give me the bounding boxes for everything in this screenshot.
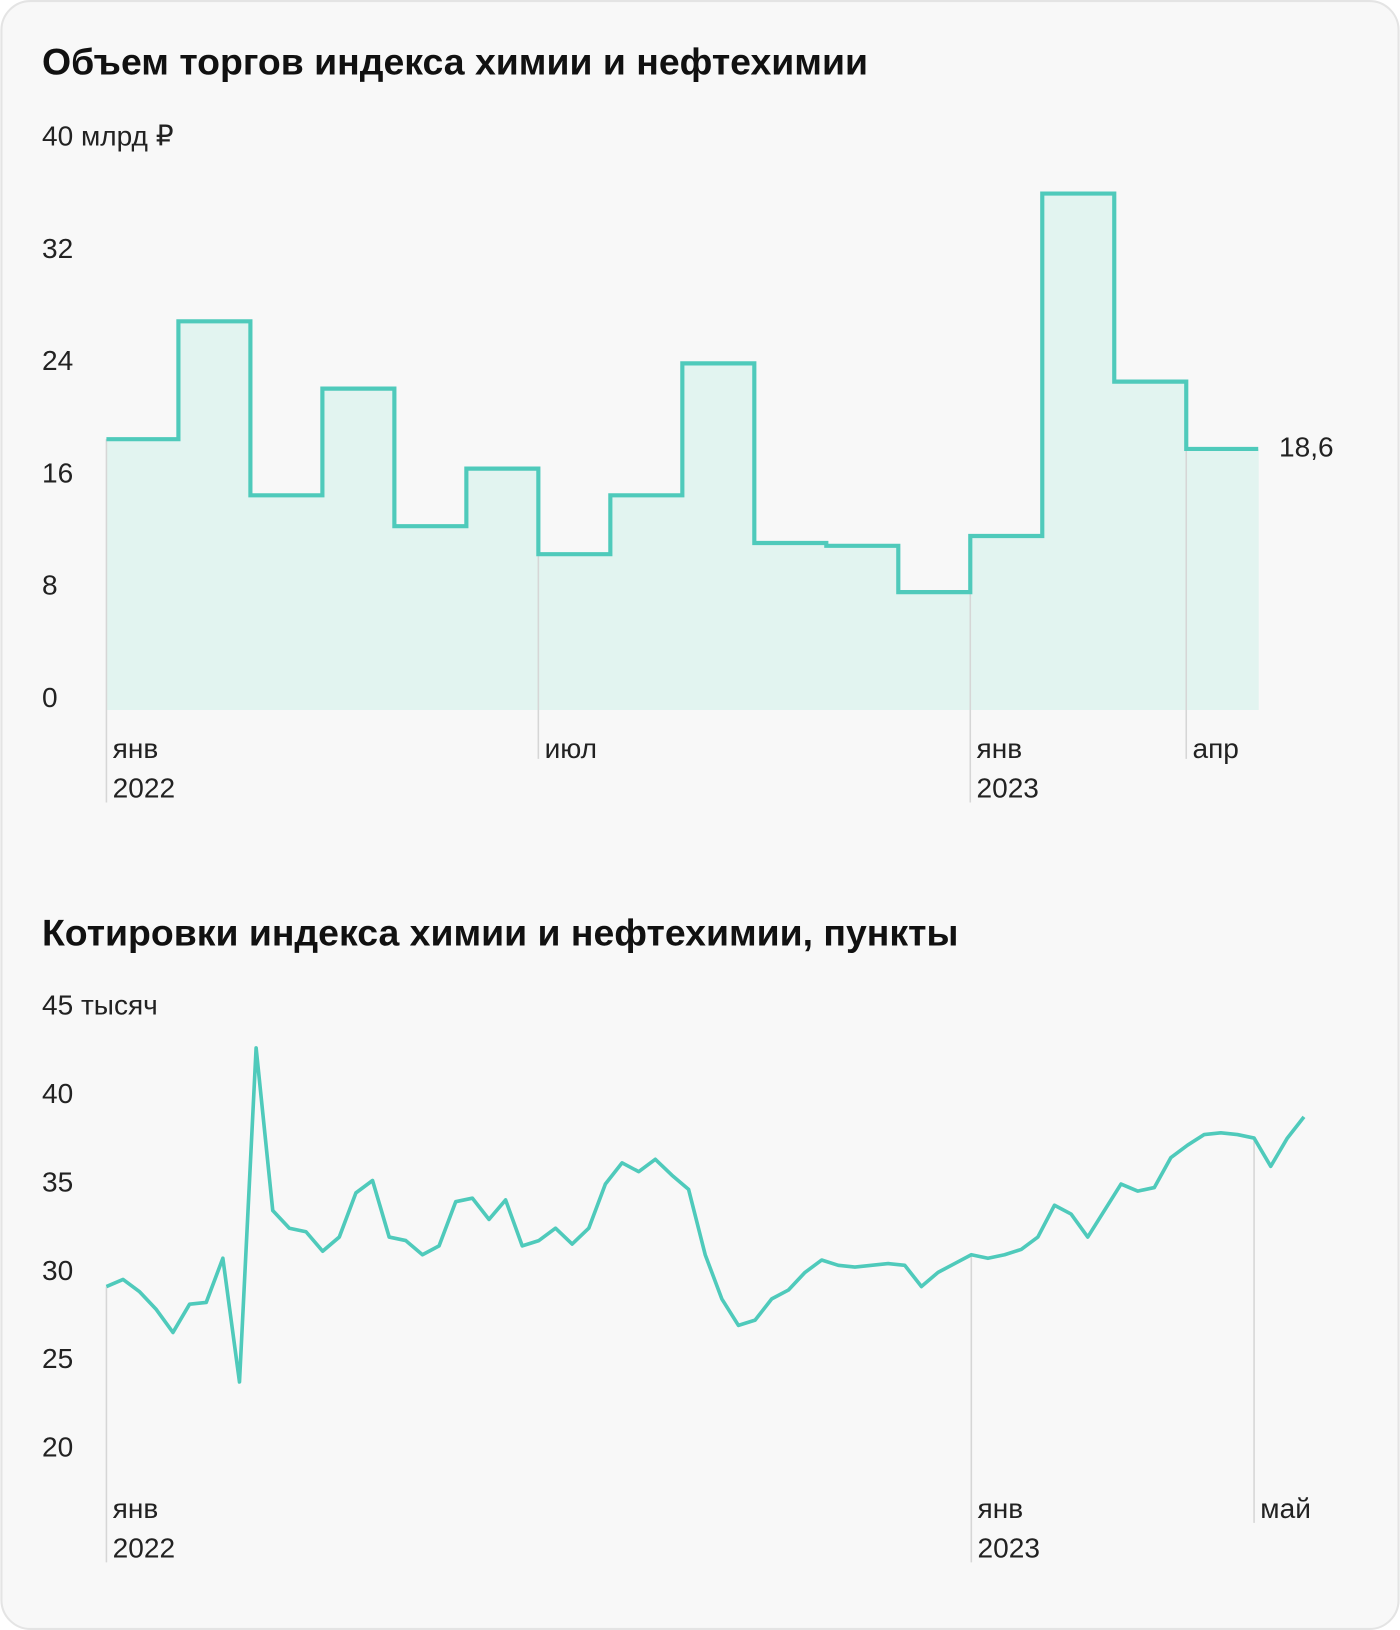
y-tick-label: 16 — [42, 457, 73, 488]
price-line — [105, 1046, 1306, 1384]
x-year-label: 2022 — [113, 772, 175, 803]
area-segment — [1114, 381, 1187, 711]
y-tick-label: 32 — [42, 233, 73, 264]
y-tick-label: 24 — [42, 345, 73, 376]
x-tick-label: янв — [113, 733, 159, 764]
area-segment — [1186, 448, 1259, 711]
area-segment — [178, 321, 251, 711]
area-segment — [394, 526, 467, 711]
y-tick-label: 8 — [42, 570, 58, 601]
y-tick-label: 35 — [42, 1166, 73, 1197]
area-segment — [970, 535, 1043, 711]
y-tick-label: 0 — [42, 682, 58, 713]
area-segment — [250, 495, 323, 711]
area-segment — [682, 363, 755, 711]
x-tick-label: июл — [545, 733, 597, 764]
x-tick-label: янв — [977, 733, 1023, 764]
y-tick-label: 40 — [42, 1078, 73, 1109]
chart-title: Объем торгов индекса химии и нефтехимии — [42, 40, 868, 82]
area-segment — [106, 439, 179, 711]
area-segment — [538, 554, 611, 711]
x-tick-label: янв — [978, 1493, 1024, 1524]
area-segment — [754, 543, 827, 711]
area-segment — [610, 495, 683, 711]
area-segment — [466, 468, 539, 711]
value-label: 18,6 — [1279, 431, 1334, 462]
area-segment — [826, 545, 899, 711]
x-year-label: 2023 — [977, 772, 1039, 803]
step-line — [106, 191, 1259, 595]
area-segment — [898, 592, 971, 711]
area-segment — [1042, 193, 1115, 711]
x-tick-label: май — [1260, 1493, 1311, 1524]
y-tick-label: 45 тысяч — [42, 990, 158, 1021]
x-tick-label: янв — [113, 1493, 159, 1524]
x-year-label: 2023 — [978, 1532, 1040, 1563]
x-year-label: 2022 — [113, 1532, 175, 1563]
area-segment — [322, 388, 395, 711]
chart-title: Котировки индекса химии и нефтехимии, пу… — [42, 911, 958, 953]
y-tick-label: 40 млрд ₽ — [42, 121, 174, 152]
y-tick-label: 20 — [42, 1432, 73, 1463]
x-tick-label: апр — [1192, 733, 1238, 764]
y-tick-label: 30 — [42, 1255, 73, 1286]
y-tick-label: 25 — [42, 1343, 73, 1374]
